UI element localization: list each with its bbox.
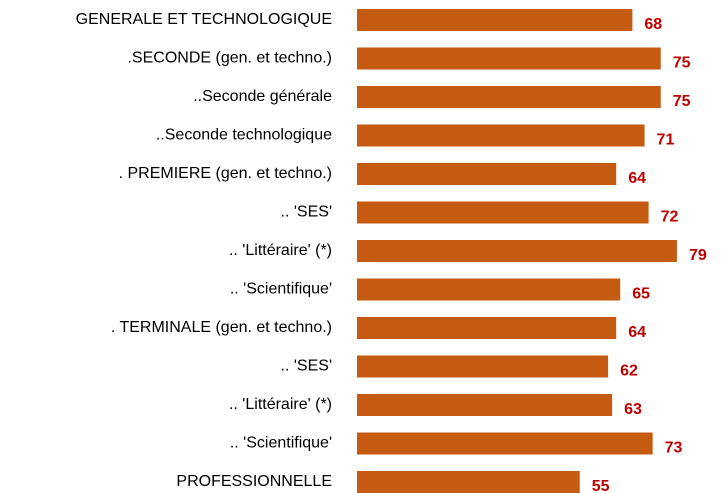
bar	[357, 355, 609, 378]
category-label: .. 'SES'	[281, 358, 332, 375]
category-label: PROFESSIONNELLE	[176, 473, 332, 490]
value-label: 55	[592, 478, 610, 493]
bar	[357, 163, 617, 185]
value-label: 64	[628, 324, 646, 341]
category-label: . TERMINALE (gen. et techno.)	[111, 319, 332, 336]
category-label: ..Seconde technologique	[156, 127, 332, 144]
bar	[357, 432, 653, 455]
bar	[357, 124, 645, 147]
value-label: 73	[665, 440, 683, 457]
category-label: . PREMIERE (gen. et techno.)	[119, 165, 332, 182]
value-label: 65	[632, 286, 650, 303]
category-label: .. 'SES'	[281, 204, 332, 221]
category-label: .SECONDE (gen. et techno.)	[127, 50, 332, 67]
bar	[357, 278, 621, 301]
value-label: 71	[657, 132, 675, 149]
bar	[357, 317, 617, 339]
value-label: 64	[628, 170, 646, 187]
bar	[357, 86, 661, 108]
category-label: .. 'Littéraire' (*)	[229, 242, 332, 259]
bar	[357, 394, 613, 416]
category-label: ..Seconde générale	[193, 88, 332, 105]
bar	[357, 471, 580, 493]
value-label: 79	[689, 247, 707, 264]
bar	[357, 201, 649, 224]
bar	[357, 47, 661, 70]
category-label: .. 'Scientifique'	[230, 281, 332, 298]
value-label: 63	[624, 401, 642, 418]
category-label: .. 'Scientifique'	[230, 435, 332, 452]
bar	[357, 240, 677, 262]
value-label: 62	[620, 363, 638, 380]
value-label: 68	[644, 16, 662, 33]
category-label: .. 'Littéraire' (*)	[229, 396, 332, 413]
bar	[357, 9, 633, 31]
value-label: 75	[673, 55, 691, 72]
value-label: 75	[673, 93, 691, 110]
value-label: 72	[661, 209, 679, 226]
category-label: GENERALE ET TECHNOLOGIQUE	[76, 11, 332, 28]
